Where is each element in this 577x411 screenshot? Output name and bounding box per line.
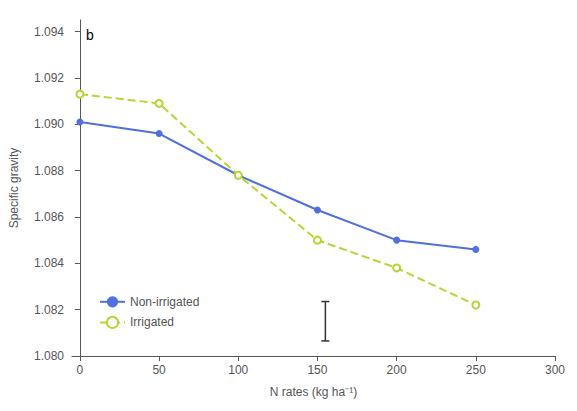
svg-text:Non-irrigated: Non-irrigated — [130, 295, 199, 309]
svg-text:100: 100 — [228, 363, 248, 377]
svg-text:1.080: 1.080 — [34, 349, 64, 363]
svg-text:1.088: 1.088 — [34, 164, 64, 178]
svg-text:250: 250 — [466, 363, 486, 377]
svg-text:Irrigated: Irrigated — [130, 315, 174, 329]
svg-text:1.090: 1.090 — [34, 117, 64, 131]
svg-text:1.086: 1.086 — [34, 210, 64, 224]
svg-text:N rates (kg ha⁻¹): N rates (kg ha⁻¹) — [270, 385, 357, 399]
svg-text:1.084: 1.084 — [34, 256, 64, 270]
svg-text:50: 50 — [152, 363, 166, 377]
svg-text:150: 150 — [307, 363, 327, 377]
svg-text:0: 0 — [77, 363, 84, 377]
svg-text:200: 200 — [387, 363, 407, 377]
svg-text:b: b — [86, 27, 94, 43]
svg-text:1.092: 1.092 — [34, 71, 64, 85]
svg-text:1.082: 1.082 — [34, 303, 64, 317]
svg-text:Specific gravity: Specific gravity — [7, 148, 21, 229]
svg-text:300: 300 — [545, 363, 565, 377]
svg-text:1.094: 1.094 — [34, 25, 64, 39]
